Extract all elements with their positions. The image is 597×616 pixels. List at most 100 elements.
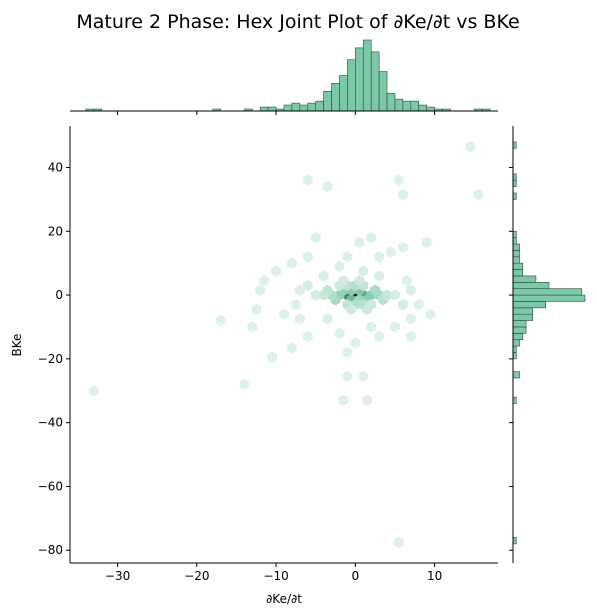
hexbin-layer: [88, 141, 484, 548]
hexbin-cell: [338, 394, 349, 406]
hexbin-cell: [374, 330, 384, 343]
x-axis-ticks: −30 −20 −10 0 10: [105, 563, 442, 583]
hexbin-cell: [386, 246, 396, 258]
y-hist-bar: [512, 371, 520, 379]
y-hist-bar: [512, 262, 524, 270]
x-hist-bar: [362, 39, 372, 112]
x-hist-bar: [394, 98, 404, 112]
x-hist-bar: [426, 106, 435, 112]
hexbin-cell: [362, 394, 373, 406]
x-hist-bar: [283, 104, 293, 112]
x-axis-label: ∂Ke/∂t: [266, 592, 302, 606]
y-tick-label: 20: [48, 224, 63, 238]
x-hist-bar: [259, 106, 269, 112]
hexbin-cell: [473, 188, 484, 201]
y-hist-bar: [512, 320, 527, 328]
hexbin-cell: [374, 251, 384, 263]
hexbin-cell: [291, 299, 301, 311]
hexbin-cell: [382, 289, 392, 301]
x-hist-bar: [299, 104, 309, 112]
hexbin-cell: [334, 327, 345, 339]
hexbin-cell: [88, 385, 99, 397]
hexbin-cell: [295, 313, 305, 325]
x-hist-bar: [418, 104, 427, 112]
marginal-ticks: [117, 111, 513, 551]
y-hist-bar: [512, 307, 533, 315]
x-hist-bar: [402, 100, 412, 112]
hexbin-cell: [465, 141, 476, 153]
y-hist-bar: [512, 256, 520, 264]
hexbin-cell: [405, 284, 416, 296]
x-tick-label: −10: [263, 569, 288, 583]
hexbin-cell: [251, 303, 262, 316]
hexbin-cell: [310, 232, 321, 244]
y-marginal-histogram: [512, 141, 586, 545]
hexbin-cell: [405, 313, 416, 325]
x-hist-bar: [386, 92, 396, 112]
hexbin-cell: [421, 236, 432, 249]
hexbin-cell: [413, 299, 424, 311]
y-hist-bar: [512, 326, 527, 334]
y-axis-ticks: 40 20 0 −20 −40 −60 −80: [38, 160, 70, 557]
hexbin-cell: [295, 284, 305, 296]
y-hist-bar: [512, 281, 550, 289]
y-hist-bar: [512, 313, 533, 321]
x-hist-bar: [355, 47, 364, 112]
hexbin-cell: [425, 308, 436, 320]
chart-title: Mature 2 Phase: Hex Joint Plot of ∂Ke/∂t…: [76, 11, 519, 33]
hexbin-cell: [255, 284, 266, 296]
x-hist-bar: [378, 71, 388, 112]
hexbin-cell: [342, 346, 353, 359]
x-hist-bar: [291, 102, 301, 112]
hexbin-cell: [362, 303, 373, 316]
hexbin-cell: [259, 275, 270, 287]
x-hist-bar: [267, 106, 277, 112]
x-hist-bar: [331, 83, 340, 112]
hexbin-cell: [374, 270, 384, 282]
y-axis-label: BKe: [10, 334, 24, 357]
hexbin-cell: [398, 241, 408, 253]
x-tick-label: −20: [184, 569, 209, 583]
hexbin-cell: [271, 265, 281, 277]
hexbin-cell: [215, 314, 226, 327]
hexbin-cell: [358, 265, 369, 277]
hexbin-cell: [366, 232, 377, 244]
x-hist-bar: [339, 75, 348, 112]
hexbin-cell: [302, 279, 313, 292]
hexbin-cell: [398, 188, 408, 201]
y-hist-bar: [512, 333, 524, 341]
x-hist-bar: [323, 90, 332, 112]
hexbin-cell: [390, 289, 400, 301]
y-tick-label: 0: [55, 288, 63, 302]
hexbin-cell: [322, 181, 333, 193]
y-hist-bar: [512, 243, 520, 251]
x-hist-bar: [347, 59, 356, 112]
y-tick-label: −80: [38, 543, 63, 557]
hexbin-cell: [334, 260, 345, 272]
hexbin-cell: [247, 321, 258, 333]
x-hist-bar: [315, 100, 324, 112]
hexbin-cell: [322, 313, 333, 325]
hexbin-cell: [394, 174, 404, 186]
y-hist-bar: [512, 250, 520, 258]
x-marginal-histogram: [85, 39, 491, 112]
hexbin-cell: [394, 536, 404, 548]
hexbin-cell: [310, 289, 321, 301]
hexbin-cell: [405, 330, 416, 343]
hexbin-cell: [358, 370, 369, 382]
hexbin-cell: [302, 174, 313, 186]
hexbin-cell: [398, 299, 408, 311]
y-tick-label: −20: [38, 352, 63, 366]
y-hist-bar: [512, 269, 524, 277]
hexbin-cell: [287, 342, 297, 354]
y-hist-bar: [512, 301, 547, 309]
y-hist-bar: [512, 275, 537, 283]
hexbin-cell: [318, 289, 329, 301]
hexbin-cell: [287, 257, 297, 269]
hexbin-cell: [390, 321, 400, 333]
y-tick-label: −60: [38, 479, 63, 493]
y-hist-bar: [512, 288, 583, 296]
y-tick-label: −40: [38, 416, 63, 430]
x-tick-label: 0: [352, 569, 360, 583]
